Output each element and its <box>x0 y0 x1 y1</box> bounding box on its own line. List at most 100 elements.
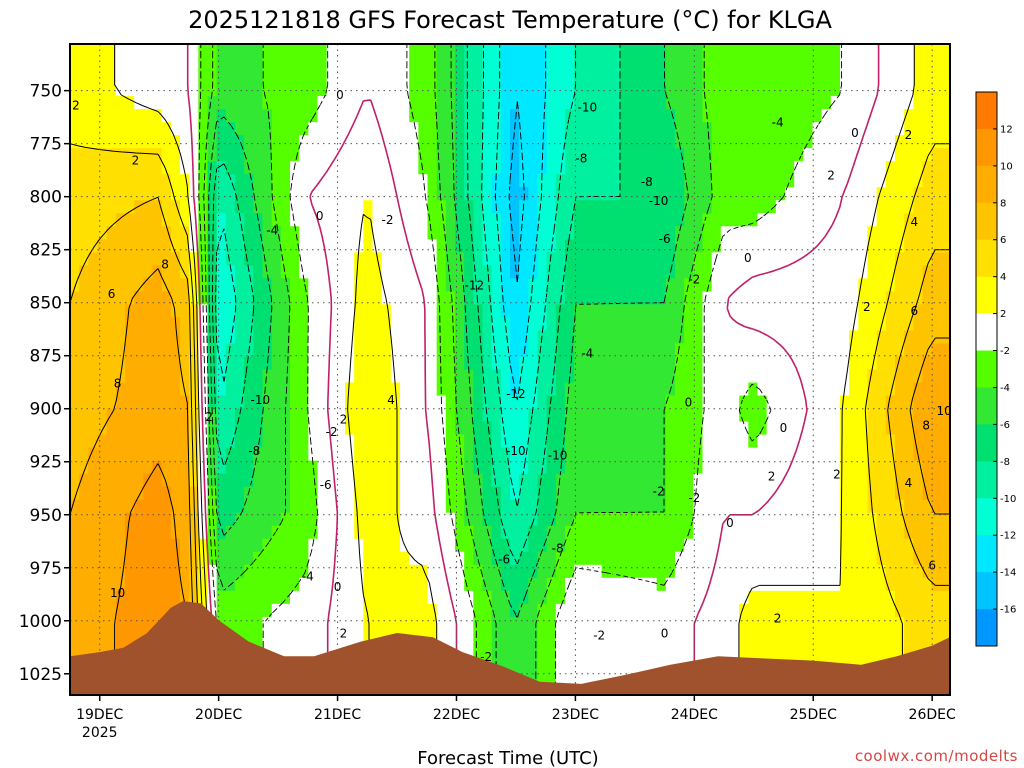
temperature-cell <box>354 590 364 605</box>
temperature-cell <box>115 447 126 462</box>
temperature-cell <box>794 603 804 618</box>
temperature-cell <box>317 538 328 553</box>
temperature-cell <box>335 148 346 162</box>
temperature-cell <box>455 343 465 358</box>
temperature-cell <box>152 460 163 475</box>
temperature-cell <box>904 343 914 358</box>
temperature-cell <box>555 187 566 201</box>
temperature-cell <box>858 421 869 436</box>
temperature-cell <box>381 356 392 371</box>
temperature-cell <box>803 603 814 618</box>
temperature-cell <box>244 291 254 305</box>
temperature-cell <box>693 590 704 605</box>
temperature-cell <box>143 70 154 84</box>
temperature-cell <box>693 161 704 175</box>
temperature-cell <box>620 369 630 384</box>
temperature-cell <box>812 421 823 436</box>
temperature-cell <box>592 200 603 214</box>
temperature-cell <box>665 655 676 670</box>
temperature-cell <box>262 44 273 58</box>
temperature-cell <box>647 213 658 227</box>
temperature-cell <box>308 213 319 227</box>
temperature-cell <box>235 512 245 527</box>
temperature-cell <box>940 70 951 84</box>
temperature-cell <box>125 343 135 358</box>
temperature-cell <box>555 473 566 488</box>
temperature-cell <box>290 434 300 449</box>
temperature-cell <box>225 57 236 71</box>
temperature-cell <box>638 96 649 110</box>
temperature-cell <box>125 135 135 149</box>
temperature-cell <box>519 83 529 97</box>
temperature-cell <box>638 135 649 149</box>
temperature-cell <box>565 460 575 475</box>
temperature-cell <box>565 564 575 579</box>
temperature-cell <box>803 577 814 592</box>
temperature-cell <box>372 356 383 371</box>
temperature-cell <box>97 83 108 97</box>
temperature-cell <box>345 434 355 449</box>
temperature-cell <box>565 57 575 71</box>
temperature-cell <box>317 473 328 488</box>
temperature-cell <box>491 434 502 449</box>
temperature-cell <box>528 512 539 527</box>
temperature-cell <box>785 239 795 253</box>
temperature-cell <box>363 486 374 501</box>
temperature-cell <box>684 629 694 644</box>
temperature-cell <box>546 499 557 514</box>
temperature-cell <box>629 369 639 384</box>
temperature-cell <box>88 265 99 279</box>
temperature-cell <box>445 395 456 410</box>
temperature-cell <box>354 226 364 240</box>
temperature-cell <box>940 187 951 201</box>
temperature-cell <box>546 96 557 110</box>
temperature-cell <box>244 304 254 319</box>
temperature-cell <box>803 343 814 358</box>
contour-label: 0 <box>661 627 669 641</box>
colorbar-tick-label: -6 <box>1000 420 1010 431</box>
temperature-cell <box>253 83 264 97</box>
temperature-cell <box>519 356 529 371</box>
temperature-cell <box>730 57 740 71</box>
temperature-cell <box>720 122 731 136</box>
temperature-cell <box>308 616 319 631</box>
temperature-cell <box>510 590 520 605</box>
temperature-cell <box>904 434 914 449</box>
temperature-cell <box>867 252 878 266</box>
temperature-cell <box>601 616 612 631</box>
temperature-cell <box>610 525 621 540</box>
temperature-cell <box>629 395 639 410</box>
temperature-cell <box>253 421 264 436</box>
temperature-cell <box>583 278 594 292</box>
temperature-cell <box>821 239 832 253</box>
temperature-cell <box>290 44 300 58</box>
temperature-cell <box>629 122 639 136</box>
temperature-cell <box>170 369 181 384</box>
temperature-cell <box>656 265 667 279</box>
y-tick-label: 825 <box>30 241 62 261</box>
temperature-cell <box>849 499 859 514</box>
temperature-cell <box>345 161 355 175</box>
temperature-cell <box>922 421 933 436</box>
temperature-cell <box>537 291 548 305</box>
temperature-cell <box>482 278 493 292</box>
temperature-cell <box>225 265 236 279</box>
temperature-cell <box>500 369 511 384</box>
temperature-cell <box>97 603 108 618</box>
temperature-cell <box>940 551 951 566</box>
temperature-cell <box>867 291 878 305</box>
temperature-cell <box>216 265 227 279</box>
temperature-cell <box>675 239 685 253</box>
temperature-cell <box>601 473 612 488</box>
temperature-cell <box>702 577 713 592</box>
temperature-cell <box>482 577 493 592</box>
temperature-cell <box>537 356 548 371</box>
temperature-cell <box>867 577 878 592</box>
temperature-cell <box>409 213 419 227</box>
contour-label: 2 <box>72 99 80 113</box>
temperature-cell <box>125 226 135 240</box>
temperature-cell <box>620 421 630 436</box>
temperature-cell <box>711 616 722 631</box>
temperature-cell <box>885 486 896 501</box>
temperature-cell <box>216 239 227 253</box>
